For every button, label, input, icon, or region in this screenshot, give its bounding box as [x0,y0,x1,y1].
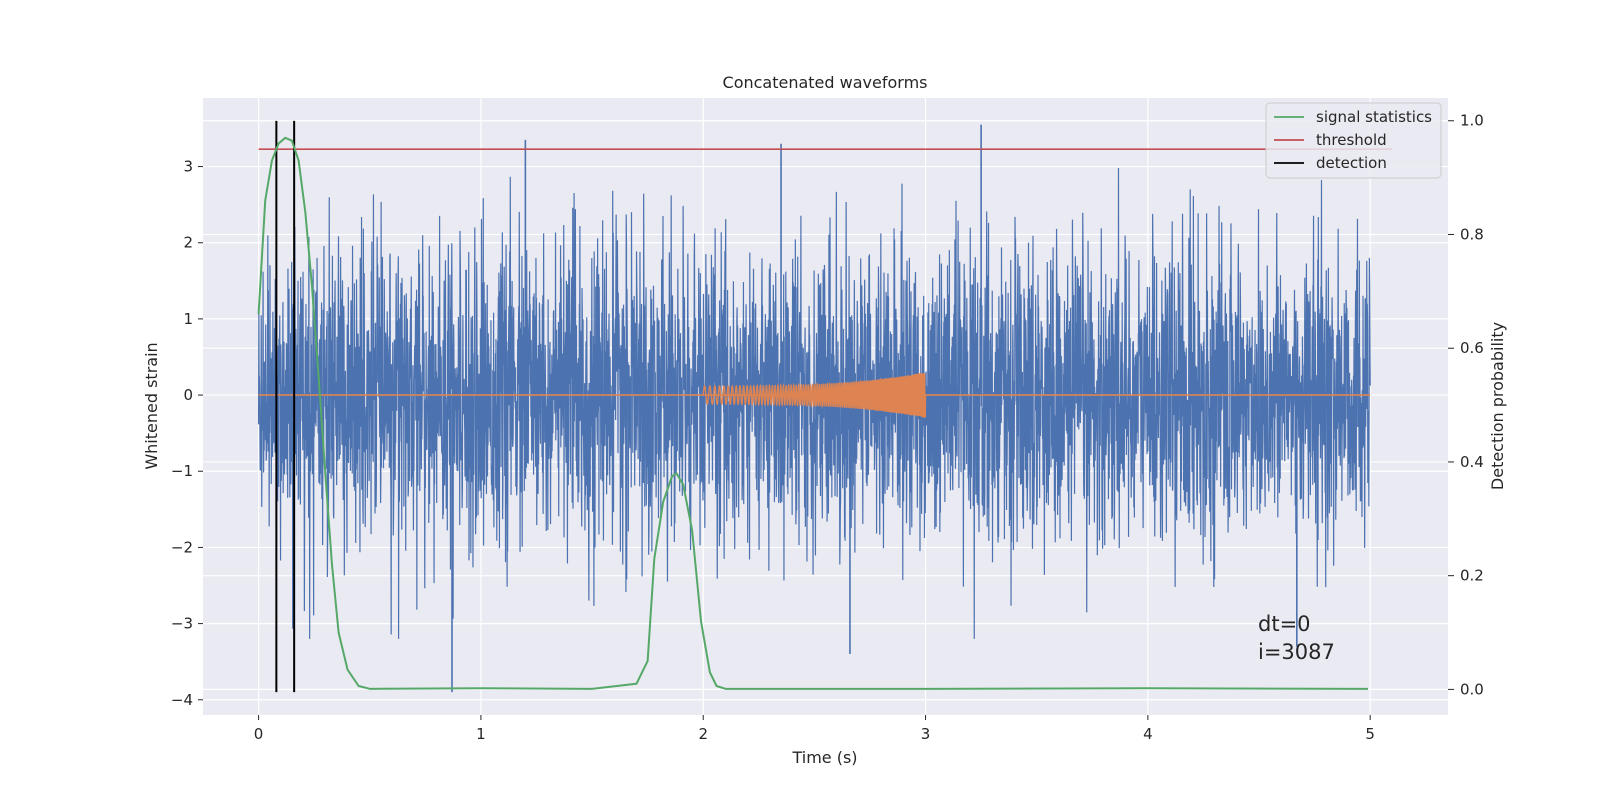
x-axis-label: Time (s) [791,748,857,767]
y-tick-label: 1 [183,310,193,328]
legend-label-detection: detection [1316,154,1387,172]
legend: signal statistics threshold detection [1265,102,1442,179]
detection-series [275,120,296,693]
x-tick-label: 1 [476,725,486,743]
y-axis-left: −4 −3 −2 −1 0 1 2 3 [171,158,203,709]
y2-tick-label: 0.0 [1460,680,1484,698]
template-chirp [702,373,927,418]
y2-tick-label: 0.2 [1460,567,1484,585]
x-axis: 0 1 2 3 4 5 [254,715,1375,743]
y-tick-label: 3 [183,158,193,176]
template-series [258,373,1371,418]
legend-label-threshold: threshold [1316,131,1387,149]
y2-tick-label: 0.4 [1460,453,1484,471]
signal-statistics-line [257,136,1368,690]
y-tick-label: −1 [171,462,193,480]
legend-box [1265,102,1442,179]
y-tick-label: −3 [171,615,193,633]
y-tick-label: 0 [183,386,193,404]
y2-tick-label: 0.8 [1460,225,1484,243]
annotation-dt: dt=0 [1258,612,1311,636]
legend-label-signal-statistics: signal statistics [1316,108,1432,126]
strain-series [257,124,1371,693]
x-tick-label: 3 [921,725,931,743]
y2-tick-label: 0.6 [1460,339,1484,357]
y-tick-label: −4 [171,691,193,709]
y-axis-right: 0.0 0.2 0.4 0.6 0.8 1.0 [1448,112,1484,698]
signal-statistics-series [257,136,1368,690]
strain-line [257,168,1371,639]
chart-title: Concatenated waveforms [723,73,928,92]
x-tick-label: 0 [254,725,264,743]
y-tick-label: −2 [171,538,193,556]
y-tick-label: 2 [183,234,193,252]
y2-axis-label: Detection probability [1488,322,1507,490]
y-axis-label: Whitened strain [142,342,161,469]
x-tick-label: 4 [1143,725,1153,743]
annotation-index: i=3087 [1258,640,1335,664]
y2-tick-label: 1.0 [1460,112,1484,130]
x-tick-label: 2 [698,725,708,743]
x-tick-label: 5 [1365,725,1375,743]
